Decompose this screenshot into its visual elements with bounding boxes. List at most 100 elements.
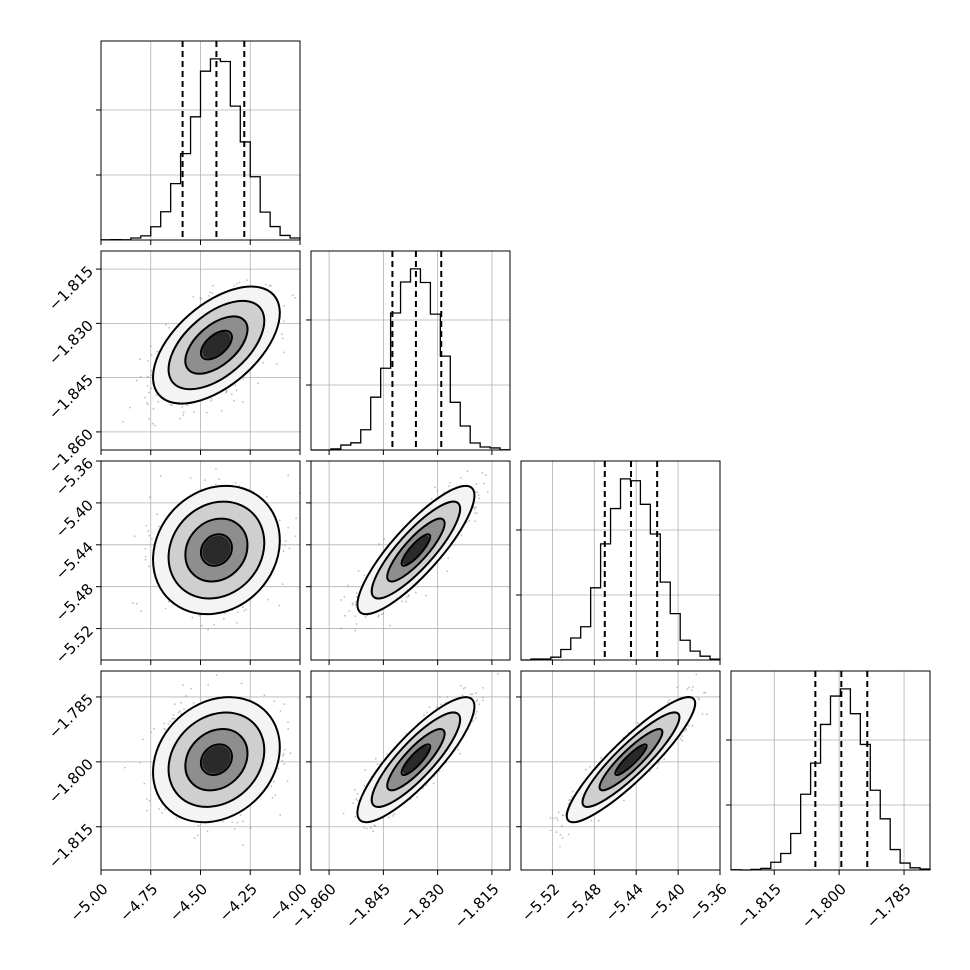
scatter-point (179, 710, 181, 712)
scatter-point (158, 808, 160, 810)
scatter-point (136, 379, 138, 382)
scatter-point (182, 411, 185, 414)
scatter-point (340, 627, 343, 630)
scatter-point (449, 481, 451, 484)
scatter-point (148, 565, 151, 568)
panel-2-0: −5.36−5.40−5.44−5.48−5.52 (52, 454, 301, 667)
scatter-point (135, 602, 138, 605)
panel-2-2 (516, 460, 721, 665)
scatter-point (173, 717, 176, 720)
scatter-point (148, 534, 151, 537)
panel-1-0: −1.815−1.830−1.845−1.860 (45, 250, 301, 477)
scatter-point (460, 534, 463, 536)
scatter-point (139, 376, 142, 378)
scatter-point (215, 468, 217, 470)
scatter-point (281, 337, 284, 340)
scatter-point (474, 520, 477, 523)
scatter-point (198, 614, 201, 617)
scatter-point (351, 603, 354, 606)
scatter-point (485, 474, 487, 477)
scatter-point (378, 614, 380, 616)
scatter-point (238, 281, 241, 284)
scatter-point (186, 404, 189, 407)
scatter-point (163, 727, 165, 730)
y-tick-label: −5.40 (52, 496, 97, 541)
scatter-point (295, 517, 297, 520)
scatter-point (150, 370, 153, 372)
scatter-point (201, 624, 203, 627)
scatter-point (207, 295, 210, 297)
scatter-point (246, 279, 248, 281)
scatter-point (144, 555, 147, 558)
scatter-point (210, 399, 213, 402)
scatter-point (355, 623, 358, 625)
scatter-point (478, 497, 481, 500)
scatter-point (474, 508, 476, 511)
scatter-point (405, 596, 408, 599)
scatter-point (288, 547, 291, 550)
scatter-point (159, 475, 162, 477)
scatter-point (281, 333, 283, 336)
scatter-point (207, 629, 209, 631)
scatter-point (235, 282, 238, 285)
scatter-point (182, 414, 185, 416)
scatter-point (171, 717, 174, 720)
scatter-point (206, 830, 209, 833)
scatter-point (236, 611, 239, 614)
scatter-point (146, 385, 149, 387)
y-tick-label: −5.52 (52, 622, 97, 667)
scatter-point (283, 763, 286, 765)
scatter-point (155, 394, 158, 396)
panel-frame (100, 250, 301, 451)
scatter-point (249, 827, 252, 829)
scatter-point (234, 482, 237, 484)
panel-frame (310, 250, 511, 451)
scatter-point (343, 614, 346, 617)
scatter-point (240, 682, 243, 685)
scatter-point (157, 400, 160, 403)
scatter-point (477, 494, 480, 496)
scatter-point (415, 591, 417, 594)
scatter-point (294, 535, 297, 537)
scatter-point (355, 592, 358, 594)
scatter-point (215, 674, 218, 677)
scatter-point (192, 702, 195, 704)
histogram-0 (100, 58, 301, 241)
scatter-point (150, 387, 153, 390)
scatter-point (209, 291, 212, 294)
scatter-point (352, 602, 354, 604)
scatter-point (459, 477, 462, 479)
scatter-point (284, 544, 286, 547)
scatter-point (274, 794, 276, 797)
scatter-point (177, 711, 180, 714)
scatter-point (354, 629, 357, 632)
contour-line (199, 329, 233, 361)
histogram-1 (311, 268, 511, 451)
scatter-point (167, 600, 170, 603)
scatter-point (275, 363, 278, 365)
scatter-point (169, 403, 172, 406)
scatter-point (204, 479, 207, 481)
scatter-point (241, 606, 244, 609)
scatter-point (133, 535, 136, 538)
scatter-point (153, 727, 155, 730)
y-tick-label: −1.830 (45, 317, 97, 369)
scatter-point (164, 808, 166, 811)
scatter-point (476, 512, 478, 514)
scatter-point (211, 292, 214, 295)
scatter-point (357, 570, 360, 572)
scatter-point (200, 297, 203, 300)
scatter-point (364, 616, 367, 618)
scatter-point (153, 424, 156, 427)
scatter-point (270, 284, 272, 287)
scatter-point (262, 361, 264, 364)
scatter-point (282, 351, 285, 354)
scatter-point (164, 323, 167, 326)
histogram-2 (521, 478, 721, 661)
scatter-point (287, 526, 289, 529)
scatter-point (483, 482, 486, 485)
scatter-point (468, 519, 471, 522)
scatter-point (172, 714, 175, 716)
scatter-point (256, 382, 259, 385)
scatter-point (281, 583, 284, 586)
